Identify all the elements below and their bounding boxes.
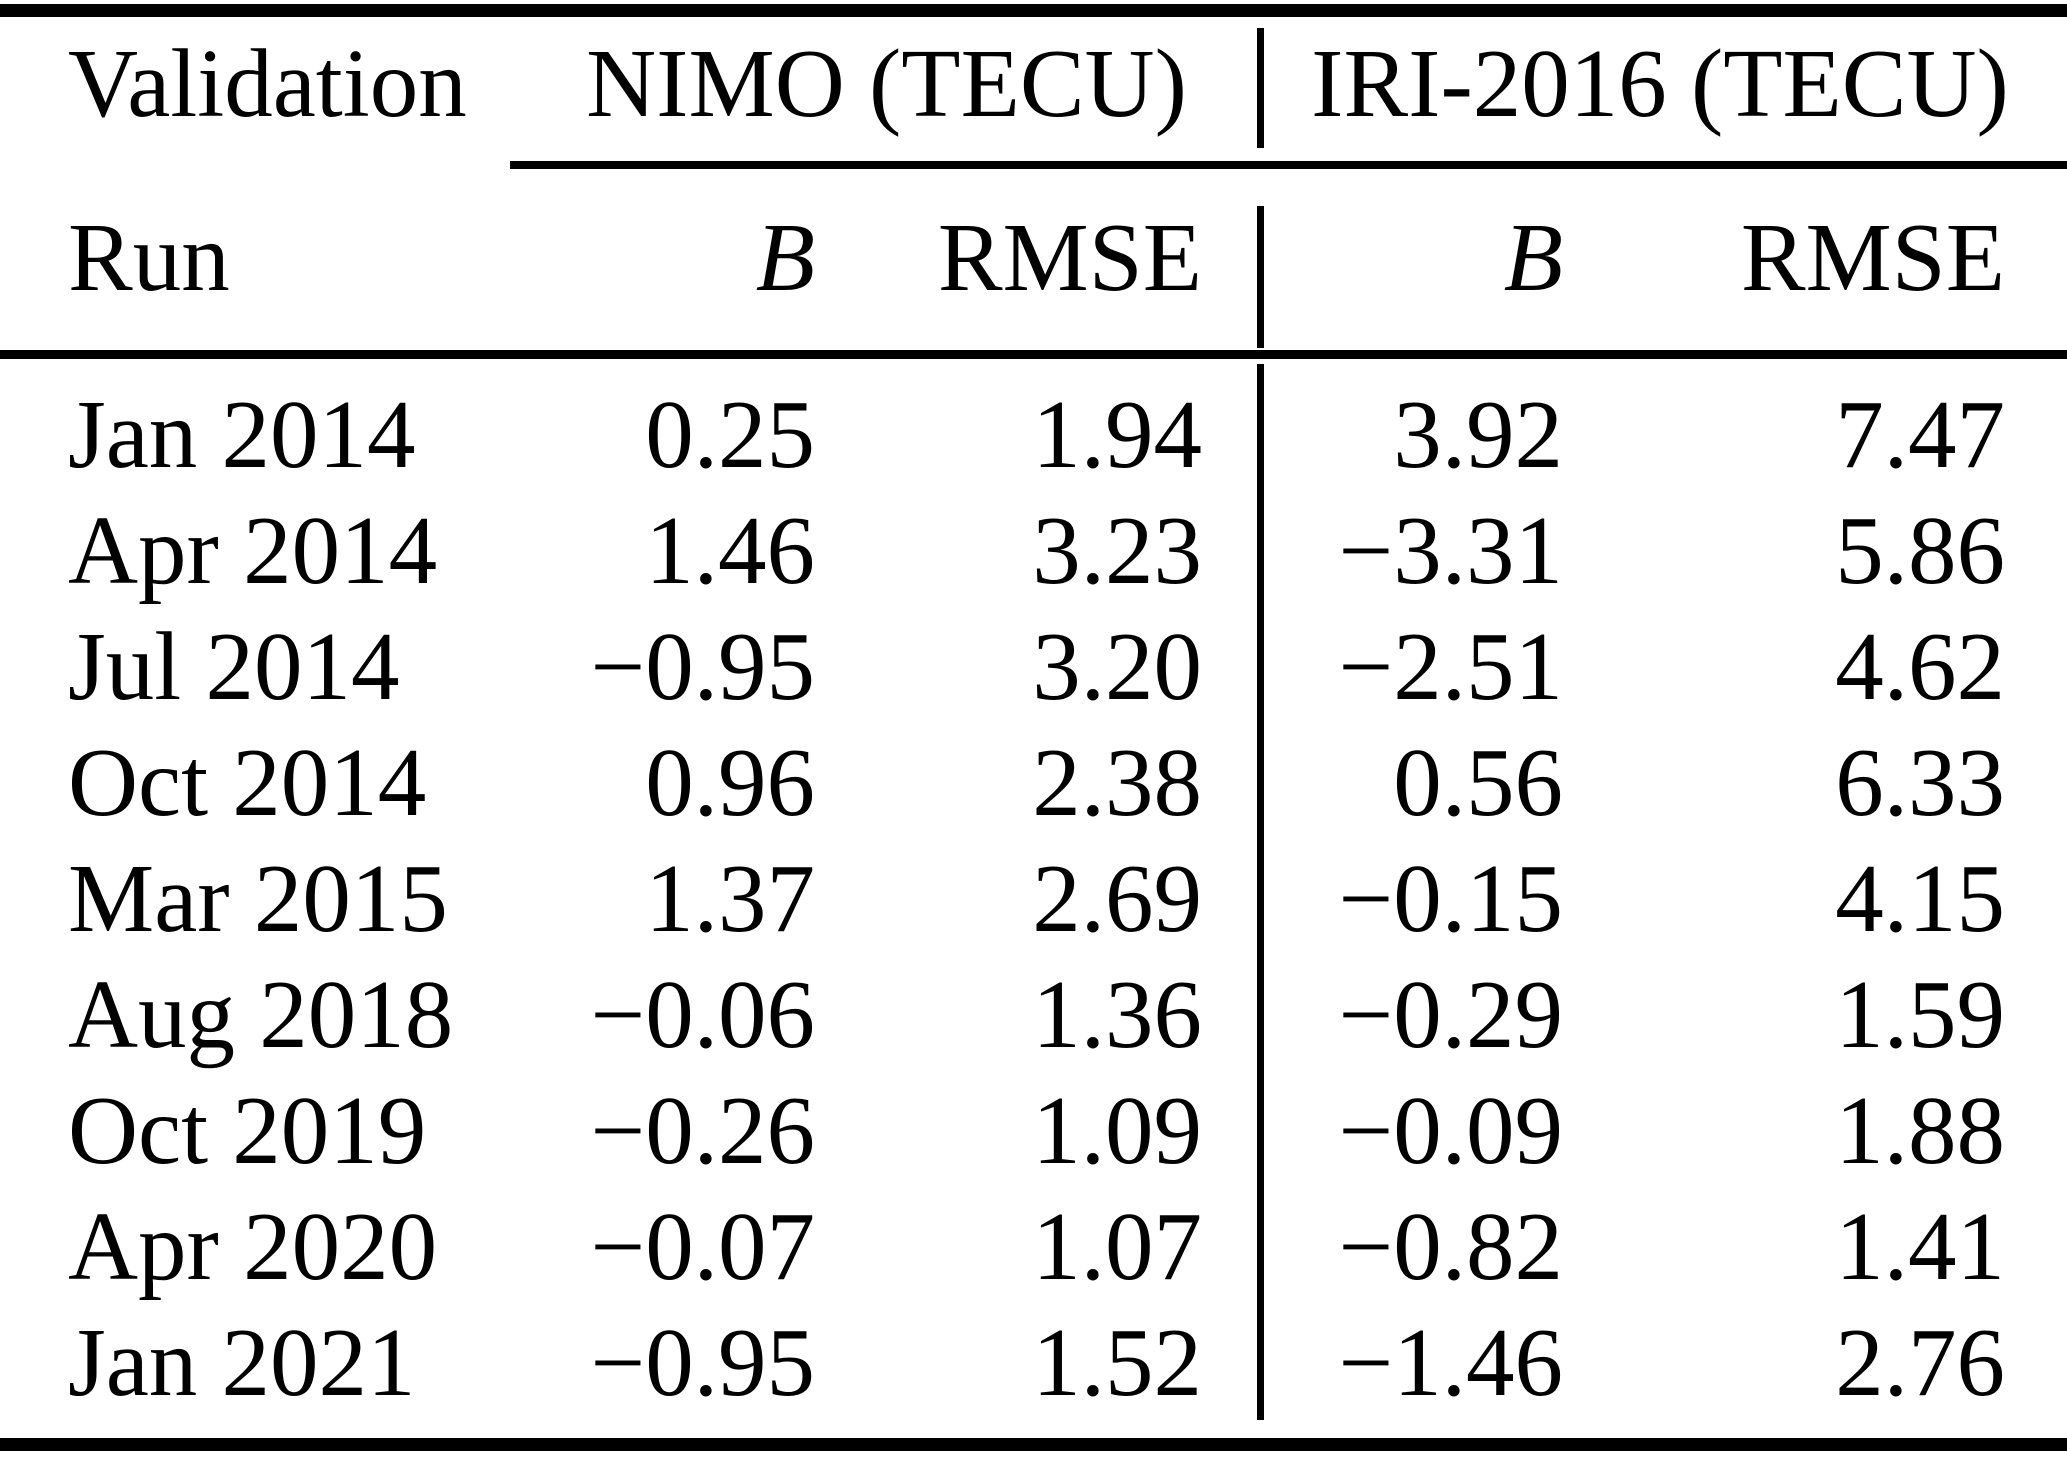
iri-bias-value: −0.29 [1338,961,1563,1068]
run-label: Aug 2018 [68,961,454,1068]
iri-rmse-value: 6.33 [1835,729,2005,836]
header-iri-bias-label: B [1503,204,1563,311]
iri-bias-value: −3.31 [1338,497,1563,604]
header-run-label: Run [68,204,230,311]
header-group-row: Validation NIMO (TECU) IRI-2016 (TECU) [68,26,2060,142]
header-iri-rmse-label: RMSE [1740,204,2005,311]
iri-rmse-value: 2.76 [1835,1309,2005,1416]
iri-bias-value: −0.09 [1338,1077,1563,1184]
group-separator-line-body [1257,364,1264,1420]
iri-rmse-value: 1.88 [1835,1077,2005,1184]
nimo-bias-value: 0.25 [645,381,815,488]
group-header-underline-rule [510,161,2067,169]
nimo-rmse-value: 1.36 [1032,961,1202,1068]
table-row: Jan 2014 0.25 1.94 3.92 7.47 [68,377,2005,493]
iri-rmse-value: 1.59 [1835,961,2005,1068]
nimo-bias-value: 0.96 [645,729,815,836]
run-label: Jan 2021 [68,1309,416,1416]
nimo-rmse-value: 2.69 [1032,845,1202,952]
nimo-rmse-value: 1.52 [1032,1309,1202,1416]
table-row: Jul 2014 −0.95 3.20 −2.51 4.62 [68,609,2005,725]
iri-rmse-value: 5.86 [1835,497,2005,604]
nimo-bias-value: −0.26 [590,1077,815,1184]
group-separator-line-header [1257,206,1264,348]
iri-rmse-value: 1.41 [1835,1193,2005,1300]
nimo-rmse-value: 2.38 [1032,729,1202,836]
iri-bias-value: −0.82 [1338,1193,1563,1300]
nimo-rmse-value: 3.20 [1032,613,1202,720]
nimo-bias-value: −0.95 [590,613,815,720]
table-row: Apr 2014 1.46 3.23 −3.31 5.86 [68,493,2005,609]
nimo-bias-value: −0.95 [590,1309,815,1416]
run-label: Apr 2014 [68,497,438,604]
table-row: Oct 2019 −0.26 1.09 −0.09 1.88 [68,1073,2005,1189]
run-label: Oct 2014 [68,729,427,836]
nimo-bias-value: −0.07 [590,1193,815,1300]
nimo-rmse-value: 1.07 [1032,1193,1202,1300]
iri-rmse-value: 4.62 [1835,613,2005,720]
run-label: Jan 2014 [68,381,416,488]
iri-rmse-value: 7.47 [1835,381,2005,488]
table-row: Oct 2014 0.96 2.38 0.56 6.33 [68,725,2005,841]
header-group-nimo-label: NIMO (TECU) [586,30,1187,137]
header-group-iri2016-label: IRI-2016 (TECU) [1311,30,2009,137]
nimo-rmse-value: 3.23 [1032,497,1202,604]
table-row: Jan 2021 −0.95 1.52 −1.46 2.76 [68,1305,2005,1421]
nimo-rmse-value: 1.94 [1032,381,1202,488]
group-separator-line-top [1257,28,1264,148]
run-label: Apr 2020 [68,1193,438,1300]
iri-bias-value: −0.15 [1338,845,1563,952]
iri-bias-value: −2.51 [1338,613,1563,720]
header-validation-label: Validation [68,30,467,137]
run-label: Oct 2019 [68,1077,427,1184]
iri-bias-value: 3.92 [1393,381,1563,488]
nimo-bias-value: 1.37 [645,845,815,952]
table-row: Apr 2020 −0.07 1.07 −0.82 1.41 [68,1189,2005,1305]
table-row: Mar 2015 1.37 2.69 −0.15 4.15 [68,841,2005,957]
nimo-bias-value: −0.06 [590,961,815,1068]
header-body-divider-rule [0,350,2067,359]
nimo-rmse-value: 1.09 [1032,1077,1202,1184]
iri-bias-value: −1.46 [1338,1309,1563,1416]
iri-rmse-value: 4.15 [1835,845,2005,952]
iri-bias-value: 0.56 [1393,729,1563,836]
nimo-bias-value: 1.46 [645,497,815,604]
table-top-rule [0,4,2067,17]
header-subcolumn-row: Run B RMSE B RMSE [68,200,2005,316]
run-label: Mar 2015 [68,845,448,952]
table-row: Aug 2018 −0.06 1.36 −0.29 1.59 [68,957,2005,1073]
table-bottom-rule [0,1438,2067,1451]
run-label: Jul 2014 [68,613,400,720]
header-nimo-bias-label: B [755,204,815,311]
header-nimo-rmse-label: RMSE [937,204,1202,311]
